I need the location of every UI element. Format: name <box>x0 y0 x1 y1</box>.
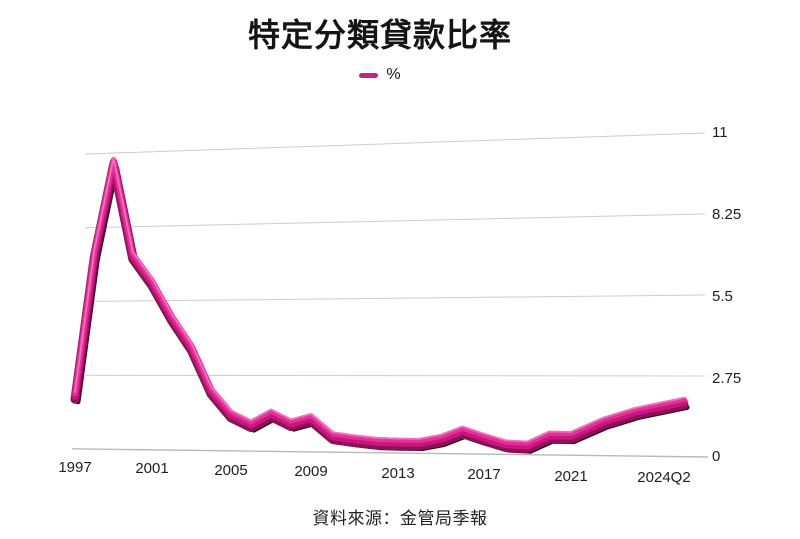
x-axis-label: 2013 <box>381 465 415 482</box>
y-axis-label: 8.25 <box>712 206 742 223</box>
y-axis-label: 2.75 <box>712 370 742 387</box>
x-axis-label: 2005 <box>214 462 248 479</box>
x-axis-label: 2021 <box>554 468 588 485</box>
source-note: 資料來源：金管局季報 <box>312 509 488 528</box>
legend-label: % <box>386 66 401 83</box>
legend-line-swatch <box>359 72 379 78</box>
legend: % <box>0 66 760 84</box>
y-axis-label: 11 <box>712 124 728 141</box>
x-axis-label: 2009 <box>294 463 328 480</box>
x-axis-label: 2024Q2 <box>637 469 691 486</box>
chart-title: 特定分類貸款比率 <box>247 17 512 53</box>
x-axis-label: 2001 <box>135 460 169 477</box>
y-axis-label: 0 <box>712 448 721 465</box>
y-axis-label: 5.5 <box>712 288 733 305</box>
x-axis-label: 2017 <box>467 466 501 483</box>
x-axis-label: 1997 <box>58 459 92 476</box>
